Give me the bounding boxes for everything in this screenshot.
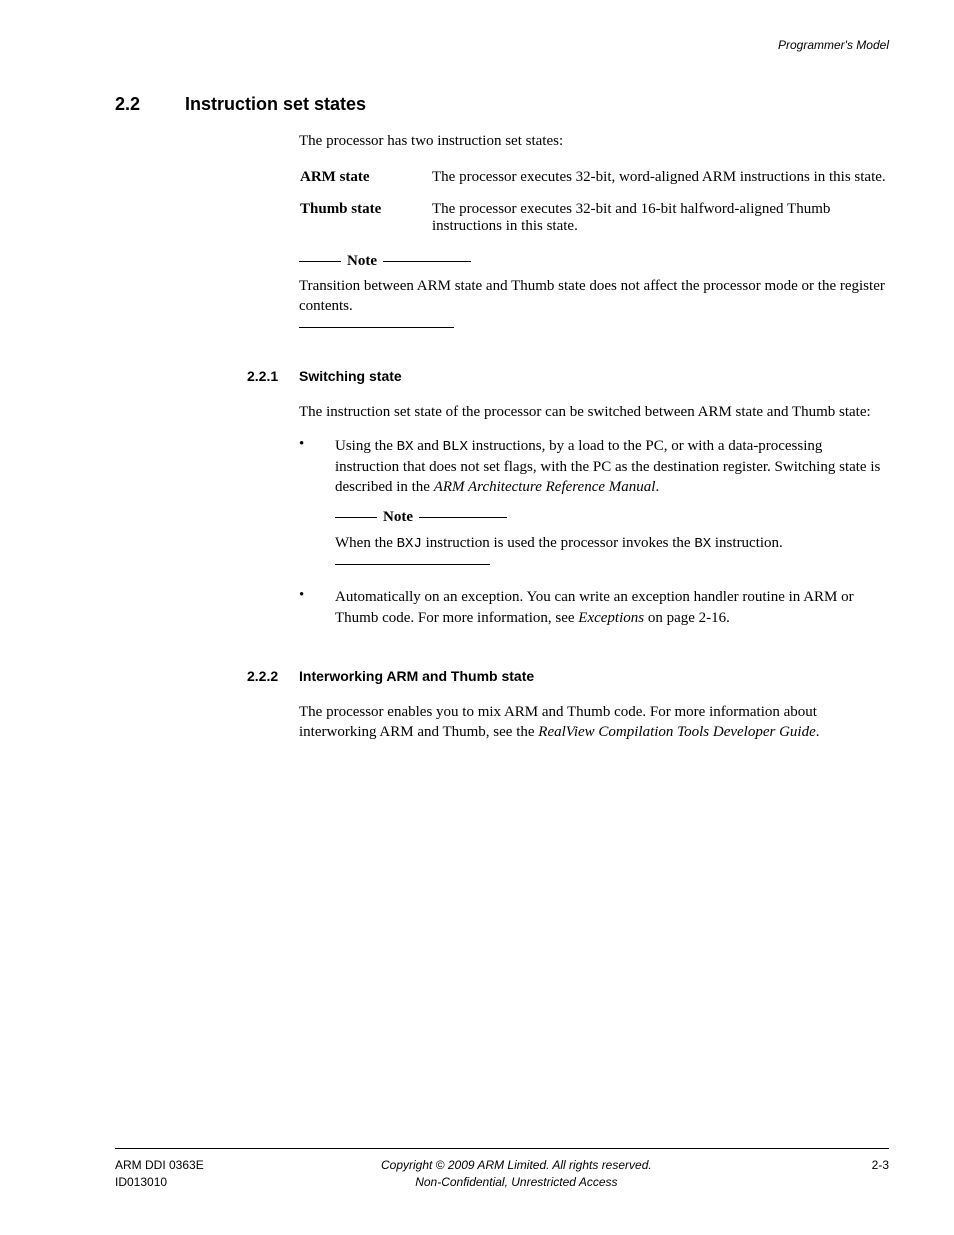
note-label: Note: [377, 507, 419, 527]
section-number: 2.2: [115, 94, 185, 115]
note-rule: [419, 517, 507, 518]
note-end-rule: [335, 564, 490, 565]
note-header-line: Note: [299, 253, 889, 270]
note-body: Transition between ARM state and Thumb s…: [299, 276, 889, 317]
text: instruction is used the processor invoke…: [422, 535, 694, 551]
section-title: Instruction set states: [185, 94, 366, 115]
definition-list: ARM state The processor executes 32-bit,…: [299, 168, 889, 249]
note-body: When the BXJ instruction is used the pro…: [335, 533, 889, 554]
bullet-mark: •: [299, 436, 335, 574]
bullet-body: Automatically on an exception. You can w…: [335, 587, 889, 628]
text: and: [413, 438, 442, 454]
page-number: 2-3: [829, 1157, 889, 1174]
definition-desc: The processor executes 32-bit and 16-bit…: [431, 200, 889, 249]
note-rule: [335, 517, 377, 518]
list-item: • Automatically on an exception. You can…: [299, 587, 889, 628]
page-header-right: Programmer's Model: [115, 38, 889, 52]
text: .: [655, 479, 659, 495]
code: BX: [694, 536, 711, 552]
doc-subid: ID013010: [115, 1174, 204, 1191]
bullet-list: • Using the BX and BLX instructions, by …: [299, 436, 889, 628]
subsection-number: 2.2.1: [247, 368, 299, 384]
subsection-heading: 2.2.1 Switching state: [247, 368, 889, 384]
doc-id: ARM DDI 0363E: [115, 1157, 204, 1174]
footer-row: ARM DDI 0363E ID013010 Copyright © 2009 …: [115, 1157, 889, 1191]
bullet-body: Using the BX and BLX instructions, by a …: [335, 436, 889, 574]
text: instruction.: [711, 535, 783, 551]
page-footer: ARM DDI 0363E ID013010 Copyright © 2009 …: [115, 1148, 889, 1191]
definition-term: Thumb state: [299, 200, 431, 249]
subsection-number: 2.2.2: [247, 668, 299, 684]
classification: Non-Confidential, Unrestricted Access: [381, 1174, 652, 1191]
footer-rule: [115, 1148, 889, 1149]
section-intro: The processor has two instruction set st…: [299, 133, 889, 150]
note-rule: [299, 261, 341, 262]
footer-right: 2-3: [829, 1157, 889, 1191]
subsection-heading: 2.2.2 Interworking ARM and Thumb state: [247, 668, 889, 684]
code: BXJ: [397, 536, 422, 552]
nested-note-block: Note When the BXJ instruction is used th…: [335, 507, 889, 565]
text: .: [816, 724, 820, 740]
list-item: • Using the BX and BLX instructions, by …: [299, 436, 889, 574]
footer-center: Copyright © 2009 ARM Limited. All rights…: [381, 1157, 652, 1191]
footer-left: ARM DDI 0363E ID013010: [115, 1157, 204, 1191]
copyright: Copyright © 2009 ARM Limited. All rights…: [381, 1157, 652, 1174]
reference-title: Exceptions: [578, 610, 644, 626]
text: on page 2-16.: [644, 610, 730, 626]
page: Programmer's Model 2.2 Instruction set s…: [0, 0, 954, 1235]
note-label: Note: [341, 253, 383, 270]
section-body: The processor has two instruction set st…: [299, 133, 889, 742]
note-rule: [383, 261, 471, 262]
code: BX: [397, 439, 414, 455]
subsection-title: Switching state: [299, 368, 402, 384]
subsection-paragraph: The processor enables you to mix ARM and…: [299, 702, 889, 743]
code: BLX: [443, 439, 468, 455]
definition-term: ARM state: [299, 168, 431, 200]
bullet-mark: •: [299, 587, 335, 628]
definition-desc: The processor executes 32-bit, word-alig…: [431, 168, 889, 200]
subsection-intro: The instruction set state of the process…: [299, 402, 889, 422]
definition-row: ARM state The processor executes 32-bit,…: [299, 168, 889, 200]
subsection-title: Interworking ARM and Thumb state: [299, 668, 534, 684]
section-heading: 2.2 Instruction set states: [115, 94, 889, 115]
note-end-rule: [299, 327, 454, 328]
definition-row: Thumb state The processor executes 32-bi…: [299, 200, 889, 249]
reference-title: RealView Compilation Tools Developer Gui…: [538, 724, 815, 740]
text: When the: [335, 535, 397, 551]
text: Using the: [335, 438, 397, 454]
reference-title: ARM Architecture Reference Manual: [434, 479, 656, 495]
note-block: Note Transition between ARM state and Th…: [299, 253, 889, 328]
note-header-line: Note: [335, 507, 889, 527]
